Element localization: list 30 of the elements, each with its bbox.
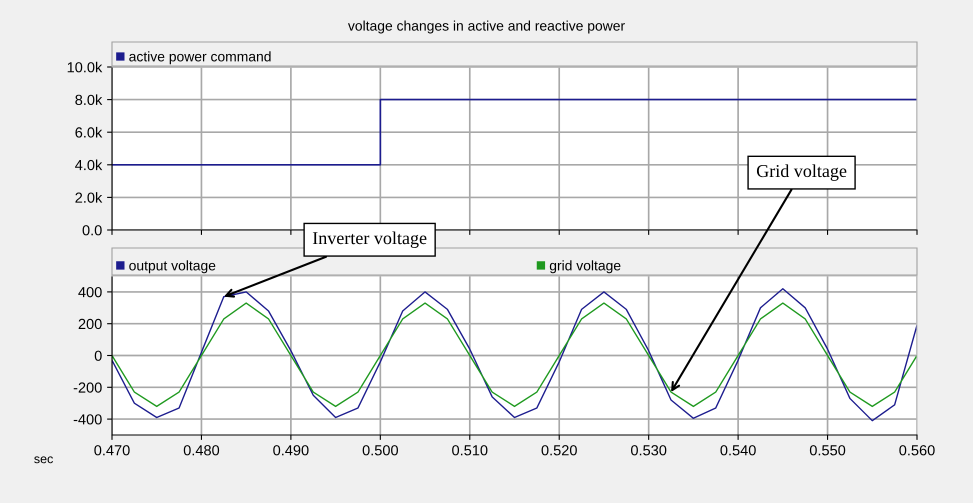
y-tick-label: 0.0 [82, 225, 102, 236]
y-tick-label: -400 [74, 414, 102, 425]
x-axis-title: sec [34, 456, 53, 464]
legend-label: output voltage [129, 260, 216, 274]
y-tick-label: -200 [74, 382, 102, 393]
x-tick-label: 0.500 [362, 445, 398, 456]
y-tick-label: 2.0k [75, 192, 102, 203]
x-tick-label: 0.540 [720, 445, 756, 456]
y-tick-label: 200 [78, 318, 102, 330]
line-series [112, 302, 917, 408]
x-tick-label: 0.470 [94, 445, 130, 456]
x-tick-label: 0.530 [630, 445, 666, 456]
y-tick-label: 10.0k [68, 62, 102, 72]
x-tick-label: 0.560 [899, 445, 935, 456]
y-tick-label: 8.0k [75, 94, 102, 106]
annotation: Inverter voltage [312, 232, 426, 248]
chart-title: voltage changes in active and reactive power [348, 20, 625, 34]
annotation: Grid voltage [756, 164, 846, 181]
y-tick-label: 4.0k [75, 160, 102, 170]
legend-label: active power command [129, 51, 271, 64]
x-tick-label: 0.490 [273, 445, 309, 456]
x-tick-label: 0.510 [452, 445, 488, 456]
x-tick-label: 0.550 [810, 445, 846, 456]
x-tick-label: 0.480 [184, 445, 220, 456]
y-tick-label: 0 [94, 350, 102, 361]
y-tick-label: 6.0k [75, 126, 102, 138]
x-tick-label: 0.520 [542, 445, 577, 456]
legend-label: grid voltage [550, 260, 620, 274]
y-tick-label: 400 [78, 287, 102, 298]
line-series [112, 288, 917, 422]
